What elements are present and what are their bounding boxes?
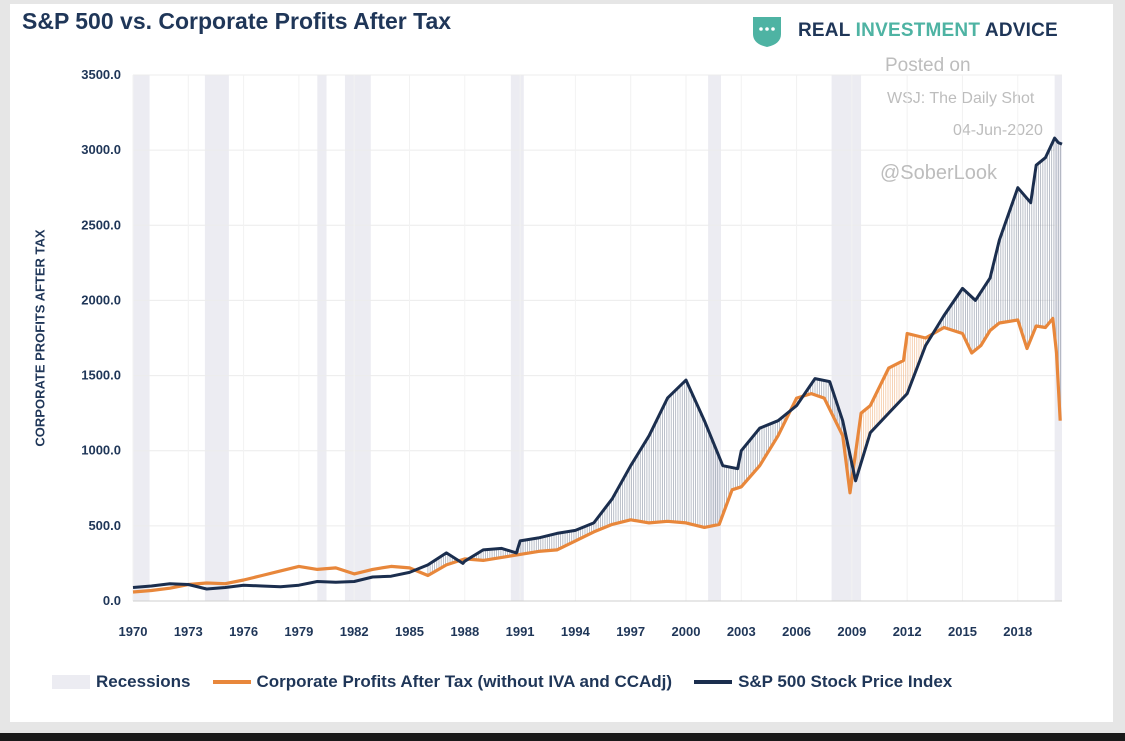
x-tick-label: 2006 <box>782 624 811 639</box>
brand-name-part3: ADVICE <box>980 20 1058 41</box>
y-tick-label: 2000.0 <box>81 292 121 307</box>
series-line-corporate-profits <box>132 316 1062 594</box>
chart-card <box>10 4 1113 722</box>
legend-label-recessions: Recessions <box>96 672 191 691</box>
x-tick-label: 1988 <box>450 624 479 639</box>
y-tick-label: 3000.0 <box>81 142 121 157</box>
x-tick-label: 2003 <box>727 624 756 639</box>
y-axis-label: CORPORATE PROFITS AFTER TAX <box>32 229 48 447</box>
x-tick-label: 1979 <box>284 624 313 639</box>
y-tick-label: 1500.0 <box>81 368 121 383</box>
axis-ticks: 0.0 500.0 1000.0 1500.0 2000.0 2500.0 3000.0 35… <box>81 67 1032 639</box>
legend-item-recessions: Recessions <box>52 672 191 692</box>
x-tick-label: 2012 <box>893 624 922 639</box>
x-tick-label: 1970 <box>119 624 148 639</box>
legend-label-profits: Corporate Profits After Tax (without IVA… <box>256 672 673 691</box>
brand-name-part2: INVESTMENT <box>855 20 981 41</box>
y-tick-label: 1000.0 <box>81 443 121 458</box>
x-tick-label: 1982 <box>340 624 369 639</box>
recession-band <box>204 75 229 601</box>
y-tick-label: 3500.0 <box>81 67 121 82</box>
legend-swatch-recessions <box>52 675 90 689</box>
watermark-posted-on: Posted on <box>885 55 971 76</box>
shield-icon <box>753 17 781 47</box>
watermark-date: 04-Jun-2020 <box>953 122 1043 139</box>
legend-label-sp500: S&P 500 Stock Price Index <box>738 672 953 691</box>
recession-band <box>510 75 524 601</box>
x-tick-label: 1997 <box>616 624 645 639</box>
recession-band <box>344 75 371 601</box>
brand-logo: REAL INVESTMENT ADVICE <box>750 14 1058 48</box>
x-tick-label: 2009 <box>837 624 866 639</box>
y-tick-label: 2500.0 <box>81 217 121 232</box>
recession-band <box>831 75 862 601</box>
x-tick-label: 1973 <box>174 624 203 639</box>
legend-item-profits: Corporate Profits After Tax (without IVA… <box>212 672 673 692</box>
x-tick-label: 1994 <box>561 624 591 639</box>
x-tick-label: 2015 <box>948 624 977 639</box>
legend-item-sp500: S&P 500 Stock Price Index <box>694 672 952 692</box>
series-line-sp500 <box>132 136 1063 591</box>
chart-title: S&P 500 vs. Corporate Profits After Tax <box>22 8 452 34</box>
gridlines <box>132 74 1062 602</box>
y-tick-label: 0.0 <box>103 593 121 608</box>
watermark-source: WSJ: The Daily Shot <box>887 90 1035 107</box>
legend-swatch-profits <box>212 680 251 684</box>
x-tick-label: 1991 <box>506 624 535 639</box>
recession-band <box>317 75 327 601</box>
series-lines <box>132 136 1063 594</box>
brand-name: REAL INVESTMENT ADVICE <box>798 20 1058 42</box>
x-tick-label: 2018 <box>1003 624 1032 639</box>
legend: Recessions Corporate Profits After Tax (… <box>52 672 974 692</box>
legend-swatch-sp500 <box>694 680 733 684</box>
recession-band <box>133 75 150 601</box>
x-tick-label: 1985 <box>395 624 424 639</box>
x-tick-label: 1976 <box>229 624 258 639</box>
x-tick-label: 2000 <box>672 624 701 639</box>
bottom-border <box>0 733 1125 741</box>
brand-name-part1: REAL <box>798 20 856 41</box>
y-tick-label: 500.0 <box>88 518 121 533</box>
watermark-handle: @SoberLook <box>880 162 998 184</box>
